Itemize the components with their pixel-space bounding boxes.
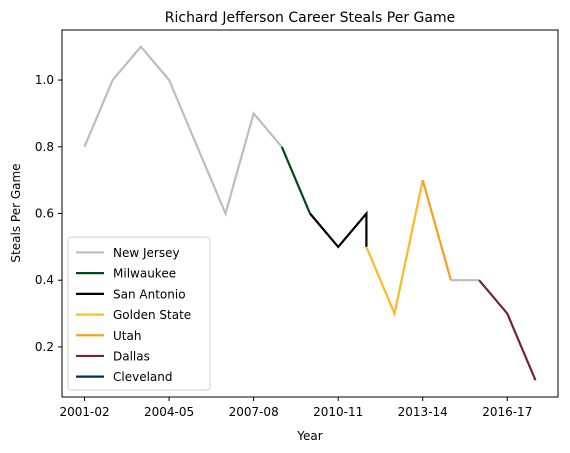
series-line-3	[365, 179, 424, 318]
y-tick-label: 0.2	[35, 340, 54, 354]
x-axis-label: Year	[296, 429, 322, 443]
y-tick-label: 1.0	[35, 73, 54, 87]
series-line-6	[478, 279, 537, 381]
legend: New Jersey Milwaukee San Antonio Golden Sta…	[67, 236, 211, 391]
legend-label: Milwaukee	[113, 267, 176, 281]
x-tick-label: 2007-08	[229, 405, 279, 419]
legend-label: San Antonio	[113, 287, 186, 301]
legend-label: Utah	[113, 329, 141, 343]
y-tick-label: 0.4	[35, 273, 54, 287]
y-axis-label: Steals Per Game	[9, 163, 23, 262]
legend-label: New Jersey	[113, 246, 180, 260]
series-line-2	[309, 210, 368, 249]
chart-title: Richard Jefferson Career Steals Per Game	[165, 10, 455, 26]
plot-lines	[83, 44, 537, 381]
x-tick-label: 2016-17	[482, 405, 532, 419]
y-axis: 0.2 0.4 0.6 0.8 1.0	[35, 73, 62, 354]
legend-label: Cleveland	[113, 370, 173, 384]
legend-label: Dallas	[113, 349, 150, 363]
x-tick-label: 2010-11	[313, 405, 363, 419]
x-tick-label: 2004-05	[144, 405, 194, 419]
y-tick-label: 0.8	[35, 140, 54, 154]
x-tick-label: 2013-14	[398, 405, 448, 419]
series-line-0	[83, 44, 283, 217]
legend-box	[67, 236, 211, 391]
legend-label: Golden State	[113, 308, 191, 322]
series-line-4	[421, 179, 452, 281]
y-tick-label: 0.6	[35, 207, 54, 221]
x-tick-label: 2001-02	[59, 405, 109, 419]
x-axis: 2001-02 2004-05 2007-08 2010-11 2013-14 2016-…	[59, 397, 532, 419]
series-line-1	[280, 146, 312, 214]
